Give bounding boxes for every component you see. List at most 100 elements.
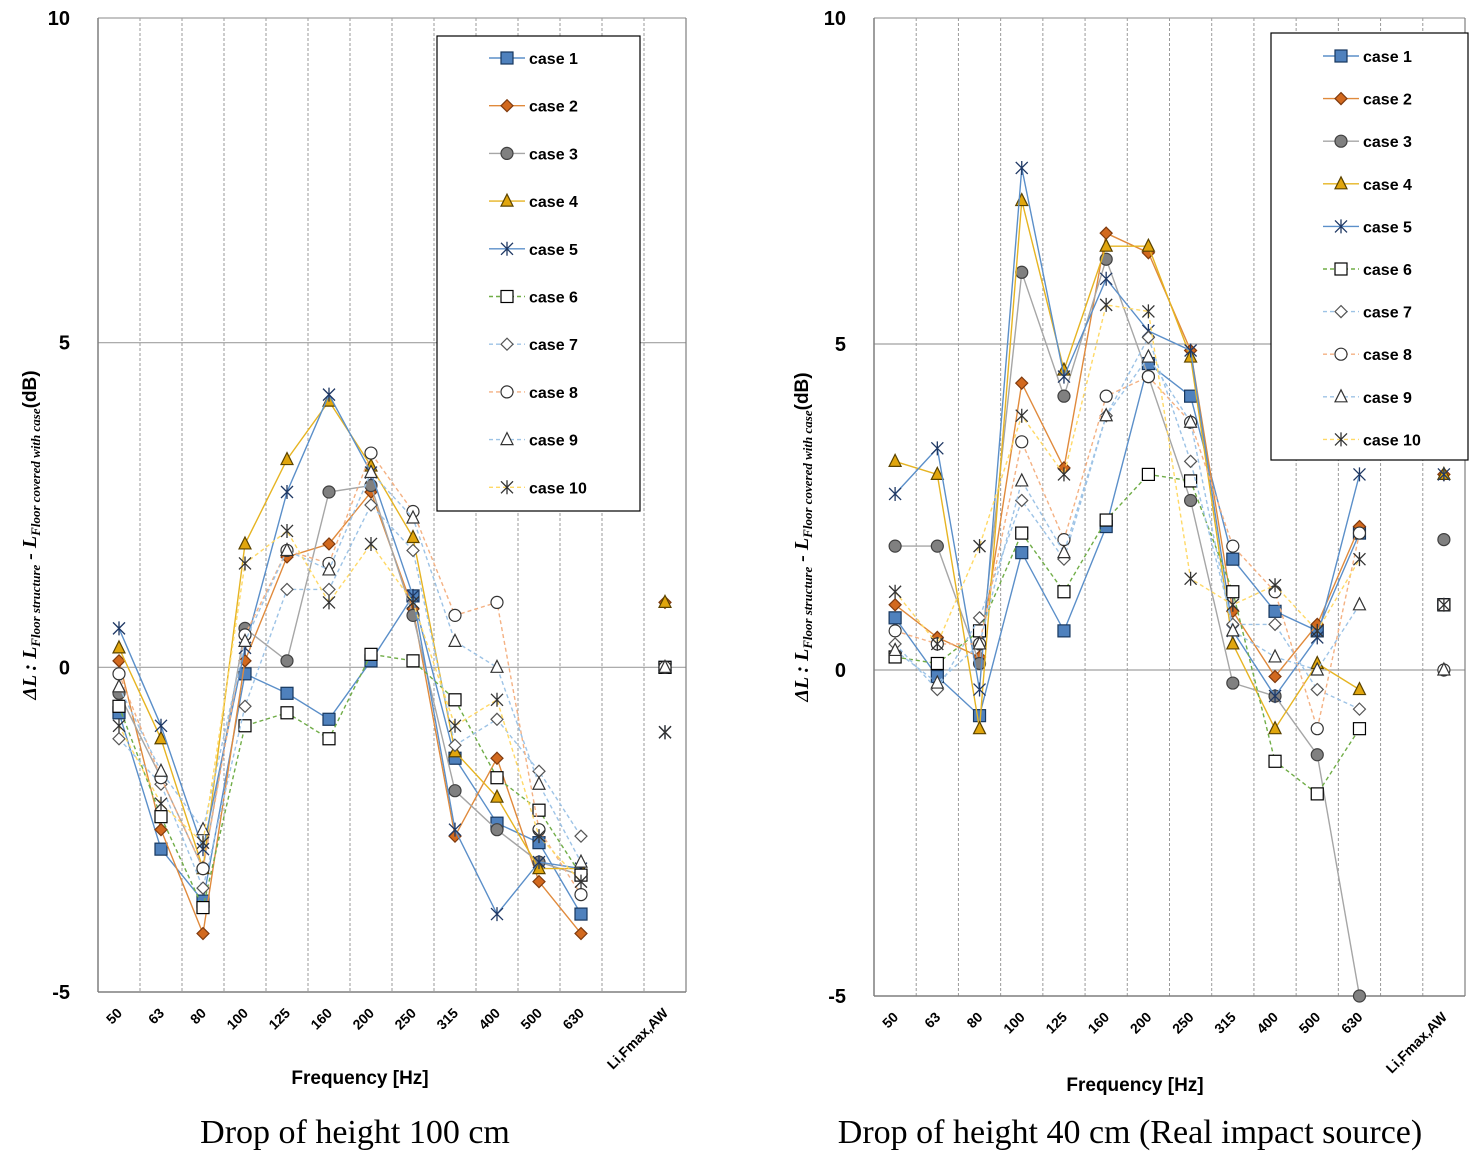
legend-entry: case 1 (489, 51, 578, 68)
data-point (1437, 532, 1451, 547)
data-point (1353, 552, 1366, 567)
data-point (1225, 635, 1240, 650)
y-axis-title: ΔL : LFloor structure - LFloor covered w… (791, 372, 815, 702)
data-point (364, 498, 378, 512)
data-point (1352, 596, 1367, 611)
y-tick-label: 5 (59, 333, 70, 355)
data-point (1099, 297, 1113, 312)
data-point (490, 712, 504, 727)
x-tick-label: 50 (103, 1005, 125, 1027)
x-tick-label: 200 (349, 1005, 377, 1033)
legend-label: case 8 (529, 385, 578, 402)
data-point (322, 485, 336, 499)
legend-marker (500, 289, 514, 304)
x-tick-label: 315 (433, 1005, 461, 1033)
series-line (894, 473, 1361, 795)
legend-marker (500, 337, 514, 352)
data-point (1352, 722, 1367, 736)
legend-marker (1334, 388, 1348, 403)
data-point (972, 720, 987, 735)
data-point (490, 823, 504, 837)
data-point (1099, 513, 1113, 527)
legend-label: case 8 (1363, 347, 1412, 364)
data-point (1310, 787, 1324, 801)
legend-entry: case 7 (489, 337, 578, 354)
data-point (112, 653, 126, 668)
data-point (1015, 265, 1029, 279)
data-point (1352, 702, 1367, 716)
x-tick-label: 160 (307, 1005, 335, 1033)
legend-label: case 5 (529, 242, 578, 259)
data-point (238, 699, 252, 714)
data-point (532, 829, 546, 844)
legend-marker (500, 192, 514, 207)
legend-marker (1334, 219, 1348, 234)
data-point (112, 639, 126, 654)
data-point (280, 485, 294, 500)
y-axis-title-prefix: ΔL : L (791, 649, 813, 703)
data-point (888, 584, 902, 599)
data-point (1014, 472, 1029, 487)
data-point (490, 595, 504, 610)
data-point (1184, 343, 1198, 358)
data-point (1099, 237, 1114, 252)
legend-entry: case 10 (1323, 432, 1421, 449)
legend-box (436, 35, 641, 512)
data-point (574, 907, 588, 921)
data-point (112, 718, 126, 733)
x-tick-label: 80 (187, 1005, 209, 1027)
legend-marker (500, 241, 514, 256)
series-line (118, 594, 582, 915)
data-point (1099, 389, 1113, 403)
x-tick-label: 400 (475, 1005, 503, 1033)
series-line (894, 200, 1360, 731)
y-axis-title-mid: - L (791, 538, 813, 567)
data-point (364, 464, 378, 479)
x-tick-label: 160 (1084, 1009, 1112, 1037)
x-tick-label: 125 (265, 1005, 293, 1033)
legend-entry: case 2 (1323, 92, 1412, 109)
data-point (406, 654, 420, 668)
legend-label: case 1 (1363, 49, 1412, 66)
x-tick-label: 315 (1211, 1009, 1239, 1037)
series-line (118, 490, 582, 937)
data-point (406, 543, 420, 558)
legend-entry: case 6 (489, 290, 578, 307)
data-point (322, 561, 336, 576)
legend-label: case 4 (1363, 177, 1412, 194)
y-axis-title-sub2: Floor covered with case (28, 408, 43, 537)
data-point (406, 509, 420, 524)
data-point (1141, 348, 1156, 363)
data-point (154, 718, 168, 733)
legend-marker (500, 480, 514, 495)
data-point (888, 611, 902, 625)
data-point (406, 529, 420, 544)
data-point (154, 810, 168, 824)
x-tick-label: 63 (145, 1005, 167, 1027)
data-point (1015, 160, 1029, 175)
data-point (1014, 376, 1029, 390)
y-tick-label: -5 (828, 986, 846, 1008)
data-point (196, 881, 210, 895)
series-line (118, 503, 582, 891)
data-point (490, 692, 504, 707)
legend-entry: case 1 (1323, 49, 1412, 66)
data-point (280, 686, 294, 700)
series-line (118, 529, 582, 883)
data-point (1352, 681, 1367, 696)
data-point (1057, 369, 1071, 384)
data-point (154, 796, 168, 811)
series-9 (112, 464, 672, 868)
legend-entry: case 8 (1323, 347, 1412, 364)
data-point (196, 821, 210, 836)
x-tick-label: 125 (1042, 1009, 1070, 1037)
series-line (118, 471, 582, 863)
data-point (930, 656, 944, 671)
data-point (406, 595, 420, 610)
data-point (1141, 237, 1156, 252)
legend-entry: case 3 (1323, 134, 1412, 151)
y-axis-title-prefix: ΔL : L (19, 647, 41, 701)
y-axis-title-sub1: Floor structure (28, 565, 43, 648)
y-axis-title-unit: (dB) (20, 370, 41, 408)
x-tick-label: 80 (963, 1009, 985, 1031)
